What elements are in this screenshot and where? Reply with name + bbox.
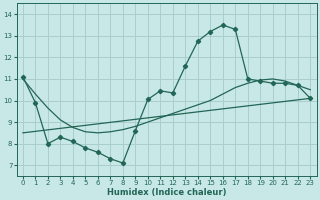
X-axis label: Humidex (Indice chaleur): Humidex (Indice chaleur) (107, 188, 226, 197)
